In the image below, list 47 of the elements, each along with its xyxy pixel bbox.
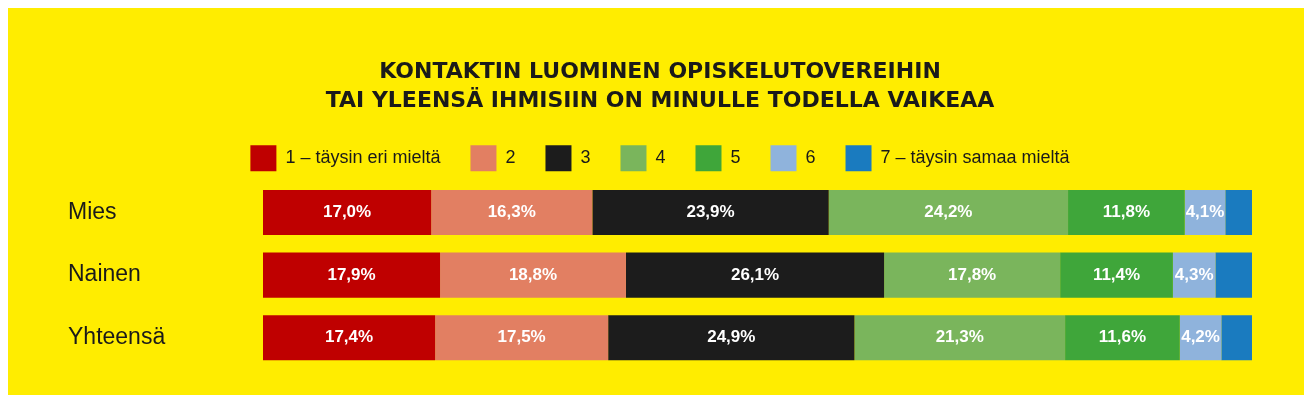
bar [263,189,432,236]
data-label: 17,9% [327,264,376,284]
data-label: 17,0% [322,202,372,222]
bar [1065,315,1180,361]
legend-label: 1 – täysin eri mieltä [285,147,442,168]
data-label: 11,6% [1098,327,1147,347]
bar [1060,252,1173,298]
data-label: 24,9% [707,327,756,347]
y-tick-label: Nainen [68,260,141,287]
bar [440,252,626,298]
data-label: 17,4% [324,327,374,347]
y-tick-label: Mies [68,197,117,224]
data-label: 17,8% [948,264,997,284]
data-label: 26,1% [730,264,780,284]
bar [1225,189,1252,236]
bar [263,315,436,361]
bar [435,315,609,361]
y-tick-label: Yhteensä [68,323,166,350]
data-label: 23,9% [686,202,735,222]
data-label: 24,2% [924,202,973,222]
data-label: 21,3% [935,327,984,347]
legend-label: 7 – täysin samaa mieltä [880,147,1071,168]
bar [1221,315,1252,361]
bar [828,189,1069,236]
bar [1215,252,1252,298]
bar [263,252,441,298]
data-label: 18,8% [508,264,558,284]
legend-label: 6 [805,147,816,168]
legend-label: 2 [505,147,516,168]
data-label: 16,3% [487,202,536,222]
data-label: 17,5% [497,327,546,347]
bar [884,252,1061,298]
chart-title: KONTAKTIN LUOMINEN OPISKELUTOVEREIHIN TAI YLEENSÄ IHMISIIN ON MINULLE TODELLA VAIKEAA [325,58,995,112]
data-label: 11,4% [1092,264,1141,284]
legend-label: 5 [730,147,741,168]
bar [431,189,593,236]
data-label: 4,3% [1174,264,1214,284]
bar [854,315,1066,361]
bar [608,315,855,361]
bar [1068,189,1185,236]
data-label: 4,1% [1185,202,1225,222]
bar [625,252,885,298]
legend-label: 3 [580,147,591,168]
bar [592,189,829,236]
data-label: 4,2% [1181,327,1220,347]
data-label: 11,8% [1102,202,1151,222]
legend-label: 4 [655,147,666,168]
